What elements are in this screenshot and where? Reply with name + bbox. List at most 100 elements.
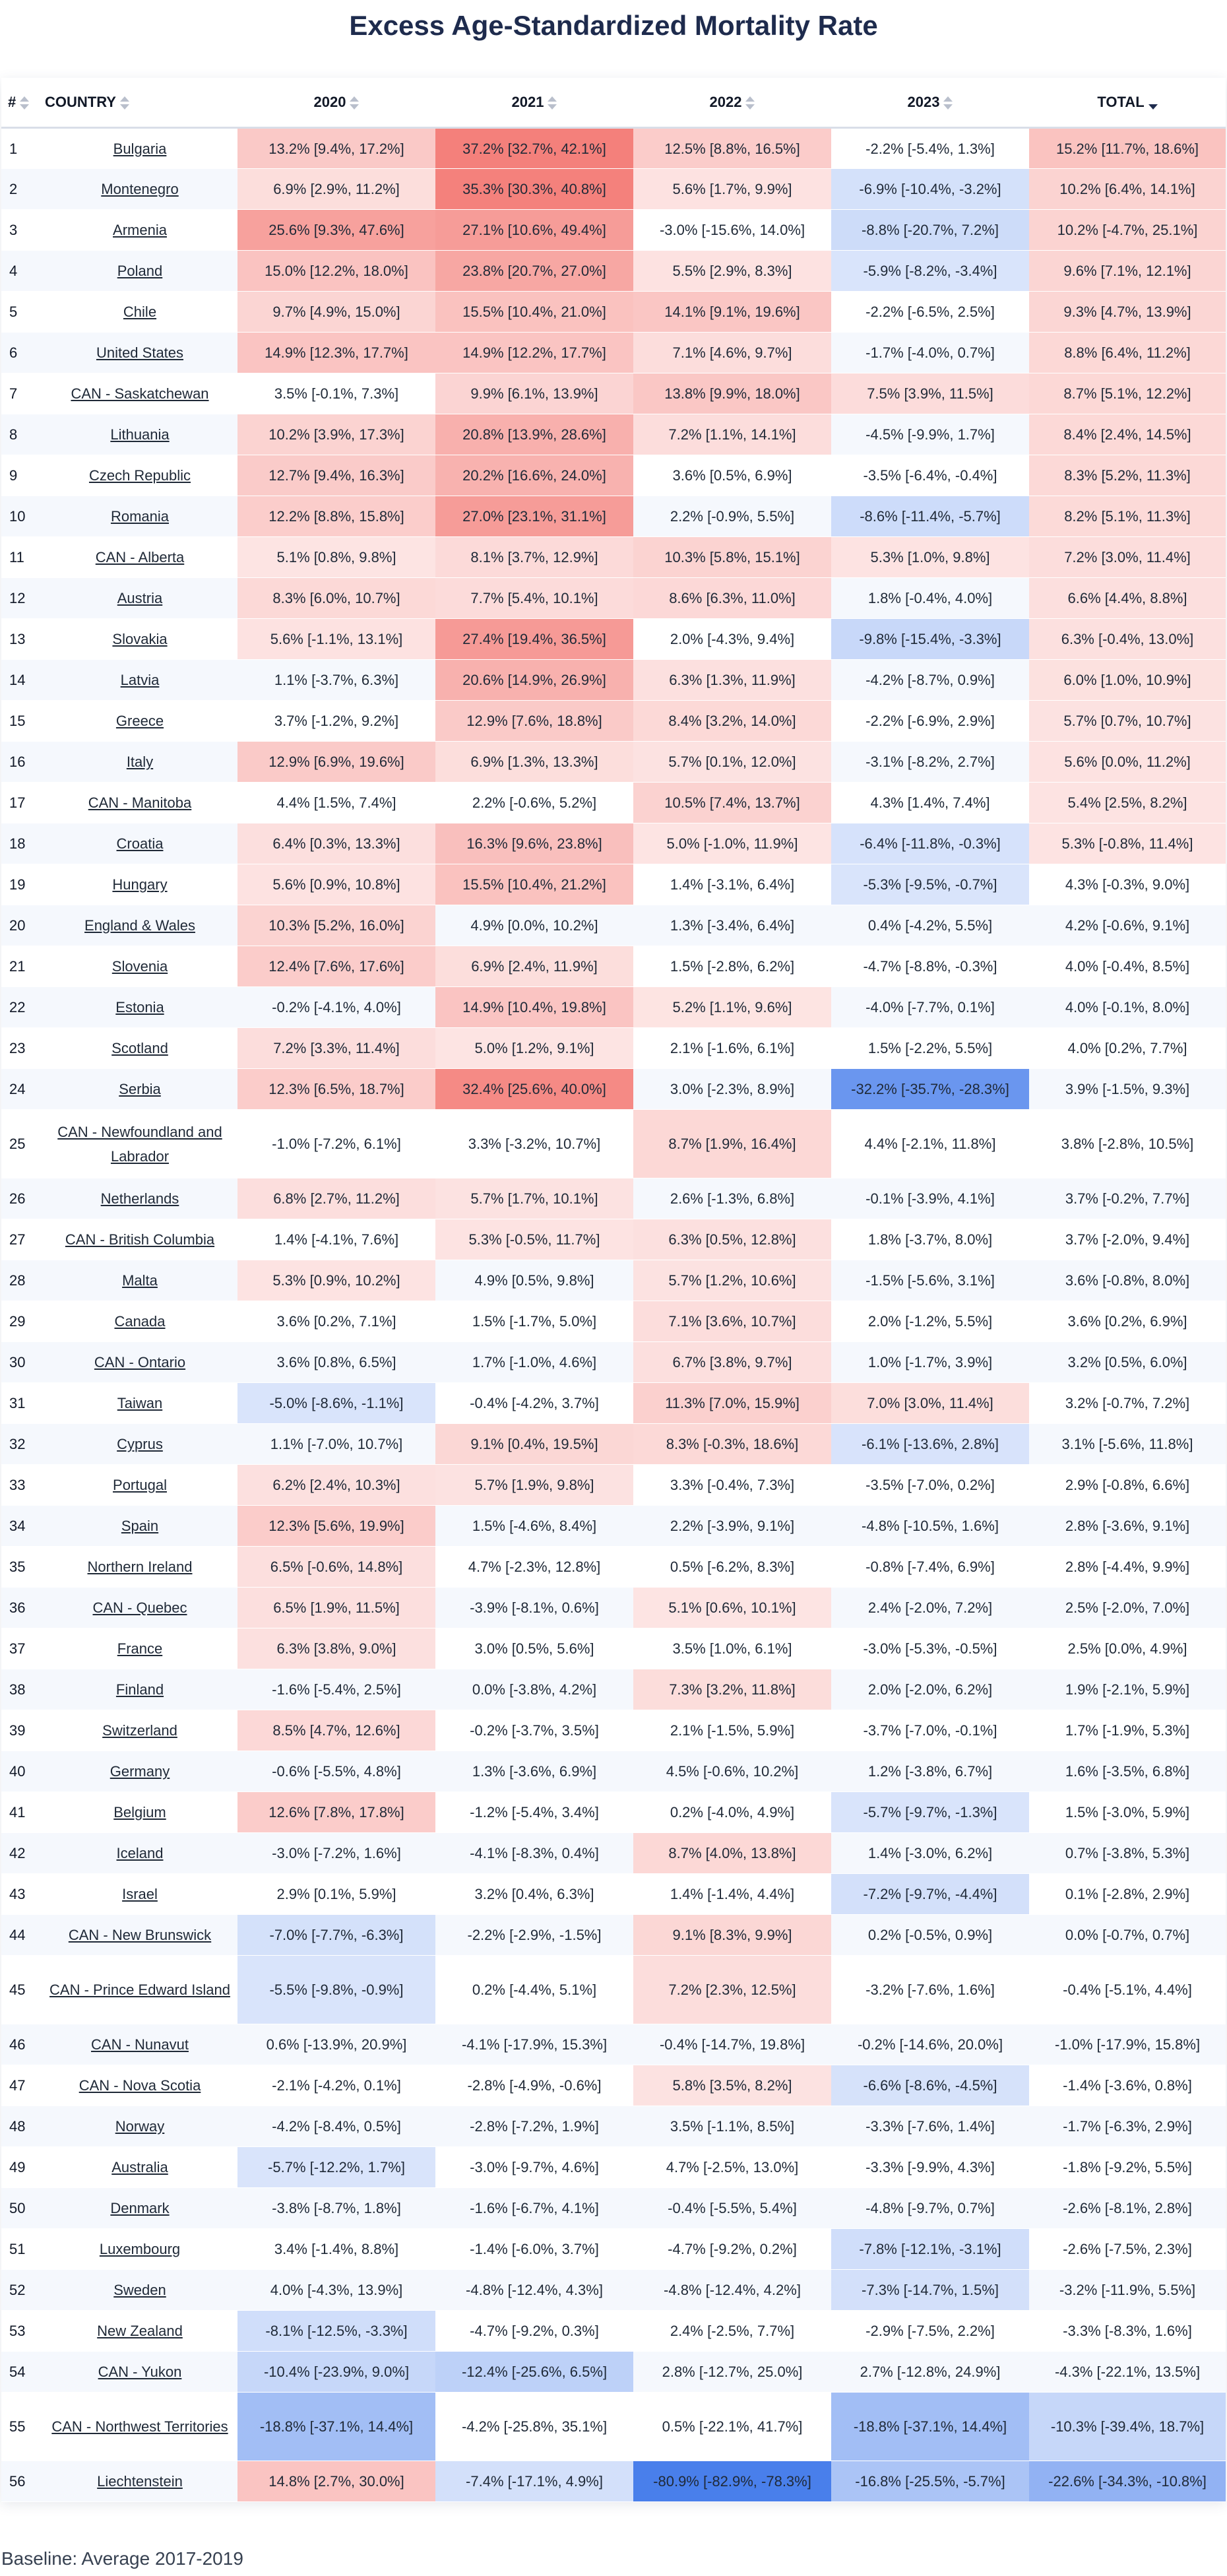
country-link[interactable]: United States: [96, 344, 184, 361]
value-cell-2023: -1.5% [-5.6%, 3.1%]: [831, 1260, 1029, 1301]
country-link[interactable]: Liechtenstein: [97, 2473, 183, 2490]
value-cell-2023: -7.8% [-12.1%, -3.1%]: [831, 2228, 1029, 2270]
country-link[interactable]: Luxembourg: [99, 2241, 181, 2257]
country-link[interactable]: CAN - Yukon: [98, 2364, 182, 2380]
country-link[interactable]: England & Wales: [84, 917, 195, 934]
country-link[interactable]: CAN - Quebec: [92, 1599, 187, 1616]
value-cell-total: 0.0% [-0.7%, 0.7%]: [1029, 1914, 1226, 1956]
row-rank: 35: [1, 1546, 42, 1588]
country-link[interactable]: Estonia: [115, 999, 164, 1015]
value-cell-2020: 5.3% [0.9%, 10.2%]: [237, 1260, 435, 1301]
country-link[interactable]: Greece: [115, 713, 164, 729]
table-row: 13 Slovakia 5.6% [-1.1%, 13.1%] 27.4% [19.4…: [1, 618, 1226, 660]
country-link[interactable]: Montenegro: [101, 181, 179, 197]
country-link[interactable]: CAN - New Brunswick: [68, 1927, 212, 1943]
value-cell-2021: 5.3% [-0.5%, 11.7%]: [435, 1219, 633, 1260]
country-link[interactable]: Spain: [121, 1518, 159, 1534]
country-link[interactable]: Norway: [115, 2118, 165, 2135]
country-link[interactable]: CAN - Nunavut: [91, 2036, 189, 2053]
column-header-2023-label: 2023: [907, 94, 940, 110]
country-link[interactable]: Latvia: [120, 672, 160, 688]
column-header-country[interactable]: COUNTRY: [42, 78, 237, 129]
table-row: 32 Cyprus 1.1% [-7.0%, 10.7%] 9.1% [0.4%, 1…: [1, 1423, 1226, 1465]
country-link[interactable]: Denmark: [110, 2200, 170, 2216]
country-link[interactable]: Slovakia: [112, 631, 168, 647]
country-link[interactable]: Sweden: [113, 2282, 166, 2298]
country-link[interactable]: Portugal: [113, 1477, 167, 1493]
value-cell-2023: -6.4% [-11.8%, -0.3%]: [831, 823, 1029, 864]
country-link[interactable]: Germany: [110, 1763, 170, 1780]
row-rank: 51: [1, 2228, 42, 2270]
country-link[interactable]: Scotland: [111, 1040, 168, 1056]
country-link[interactable]: CAN - Nova Scotia: [79, 2077, 201, 2094]
column-header-2022[interactable]: 2022: [633, 78, 831, 129]
value-cell-2022: 2.2% [-0.9%, 5.5%]: [633, 496, 831, 537]
country-link[interactable]: Bulgaria: [113, 140, 167, 157]
country-link[interactable]: Slovenia: [111, 958, 168, 975]
country-link[interactable]: Armenia: [113, 222, 167, 238]
country-link[interactable]: Northern Ireland: [87, 1559, 193, 1575]
country-link[interactable]: Italy: [126, 754, 154, 770]
value-cell-2023: 1.4% [-3.0%, 6.2%]: [831, 1832, 1029, 1874]
country-link[interactable]: Iceland: [116, 1845, 164, 1861]
country-link[interactable]: Netherlands: [100, 1190, 179, 1207]
value-cell-2023: -16.8% [-25.5%, -5.7%]: [831, 2461, 1029, 2502]
value-cell-2022: 3.5% [1.0%, 6.1%]: [633, 1628, 831, 1669]
value-cell-2023: 5.3% [1.0%, 9.8%]: [831, 536, 1029, 578]
country-link[interactable]: Finland: [115, 1681, 164, 1698]
country-link[interactable]: Israel: [122, 1886, 158, 1902]
country-link[interactable]: Switzerland: [102, 1722, 177, 1739]
country-link[interactable]: Australia: [111, 2159, 168, 2175]
country-link[interactable]: Lithuania: [110, 426, 170, 443]
column-header-2020[interactable]: 2020: [237, 78, 435, 129]
value-cell-2022: 8.7% [4.0%, 13.8%]: [633, 1832, 831, 1874]
value-cell-2023: -3.1% [-8.2%, 2.7%]: [831, 741, 1029, 783]
country-link[interactable]: CAN - Prince Edward Island: [49, 1981, 230, 1998]
country-link[interactable]: CAN - Newfoundland and Labrador: [57, 1123, 222, 1165]
country-link[interactable]: CAN - British Columbia: [65, 1231, 215, 1248]
country-link[interactable]: CAN - Saskatchewan: [71, 385, 209, 402]
table-row: 19 Hungary 5.6% [0.9%, 10.8%] 15.5% [10.4%,…: [1, 864, 1226, 905]
country-link[interactable]: France: [117, 1640, 163, 1657]
value-cell-total: 8.2% [5.1%, 11.3%]: [1029, 496, 1226, 537]
country-link[interactable]: CAN - Northwest Territories: [51, 2418, 228, 2435]
value-cell-2021: 1.5% [-4.6%, 8.4%]: [435, 1505, 633, 1547]
country-link[interactable]: Hungary: [112, 876, 168, 893]
country-link[interactable]: Taiwan: [117, 1395, 163, 1411]
value-cell-2023: 1.8% [-3.7%, 8.0%]: [831, 1219, 1029, 1260]
value-cell-2020: 3.6% [0.2%, 7.1%]: [237, 1301, 435, 1342]
country-link[interactable]: CAN - Ontario: [94, 1354, 186, 1370]
value-cell-2020: -1.0% [-7.2%, 6.1%]: [237, 1109, 435, 1178]
country-link[interactable]: Belgium: [113, 1804, 166, 1820]
country-link[interactable]: Canada: [114, 1313, 166, 1330]
country-link[interactable]: Czech Republic: [88, 467, 191, 484]
table-row: 25 CAN - Newfoundland and Labrador -1.0% […: [1, 1109, 1226, 1178]
country-link[interactable]: Croatia: [116, 835, 164, 852]
country-link[interactable]: Malta: [122, 1272, 158, 1289]
table-row: 31 Taiwan -5.0% [-8.6%, -1.1%] -0.4% [-4.2%…: [1, 1382, 1226, 1424]
value-cell-2021: 9.9% [6.1%, 13.9%]: [435, 373, 633, 414]
column-header-2023[interactable]: 2023: [831, 78, 1029, 129]
country-link[interactable]: Serbia: [119, 1081, 161, 1097]
country-link[interactable]: Chile: [123, 304, 157, 320]
value-cell-2021: 4.9% [0.5%, 9.8%]: [435, 1260, 633, 1301]
country-link[interactable]: CAN - Alberta: [95, 549, 185, 565]
country-link[interactable]: Romania: [110, 508, 170, 525]
value-cell-total: -3.3% [-8.3%, 1.6%]: [1029, 2310, 1226, 2352]
value-cell-2021: 32.4% [25.6%, 40.0%]: [435, 1068, 633, 1110]
country-link[interactable]: Cyprus: [117, 1436, 163, 1452]
column-header-2021[interactable]: 2021: [435, 78, 633, 129]
country-link[interactable]: Poland: [117, 263, 163, 279]
value-cell-2022: 5.6% [1.7%, 9.9%]: [633, 168, 831, 210]
column-header-num[interactable]: #: [1, 78, 42, 129]
column-header-total[interactable]: TOTAL: [1029, 78, 1226, 129]
country-link[interactable]: Austria: [117, 590, 163, 606]
country-link[interactable]: New Zealand: [97, 2323, 183, 2339]
country-link[interactable]: CAN - Manitoba: [88, 794, 192, 811]
value-cell-2020: -5.5% [-9.8%, -0.9%]: [237, 1955, 435, 2024]
value-cell-2020: 12.9% [6.9%, 19.6%]: [237, 741, 435, 783]
country-cell: United States: [42, 332, 237, 373]
value-cell-2022: 7.3% [3.2%, 11.8%]: [633, 1669, 831, 1710]
value-cell-2022: 5.0% [-1.0%, 11.9%]: [633, 823, 831, 864]
country-cell: Belgium: [42, 1791, 237, 1833]
